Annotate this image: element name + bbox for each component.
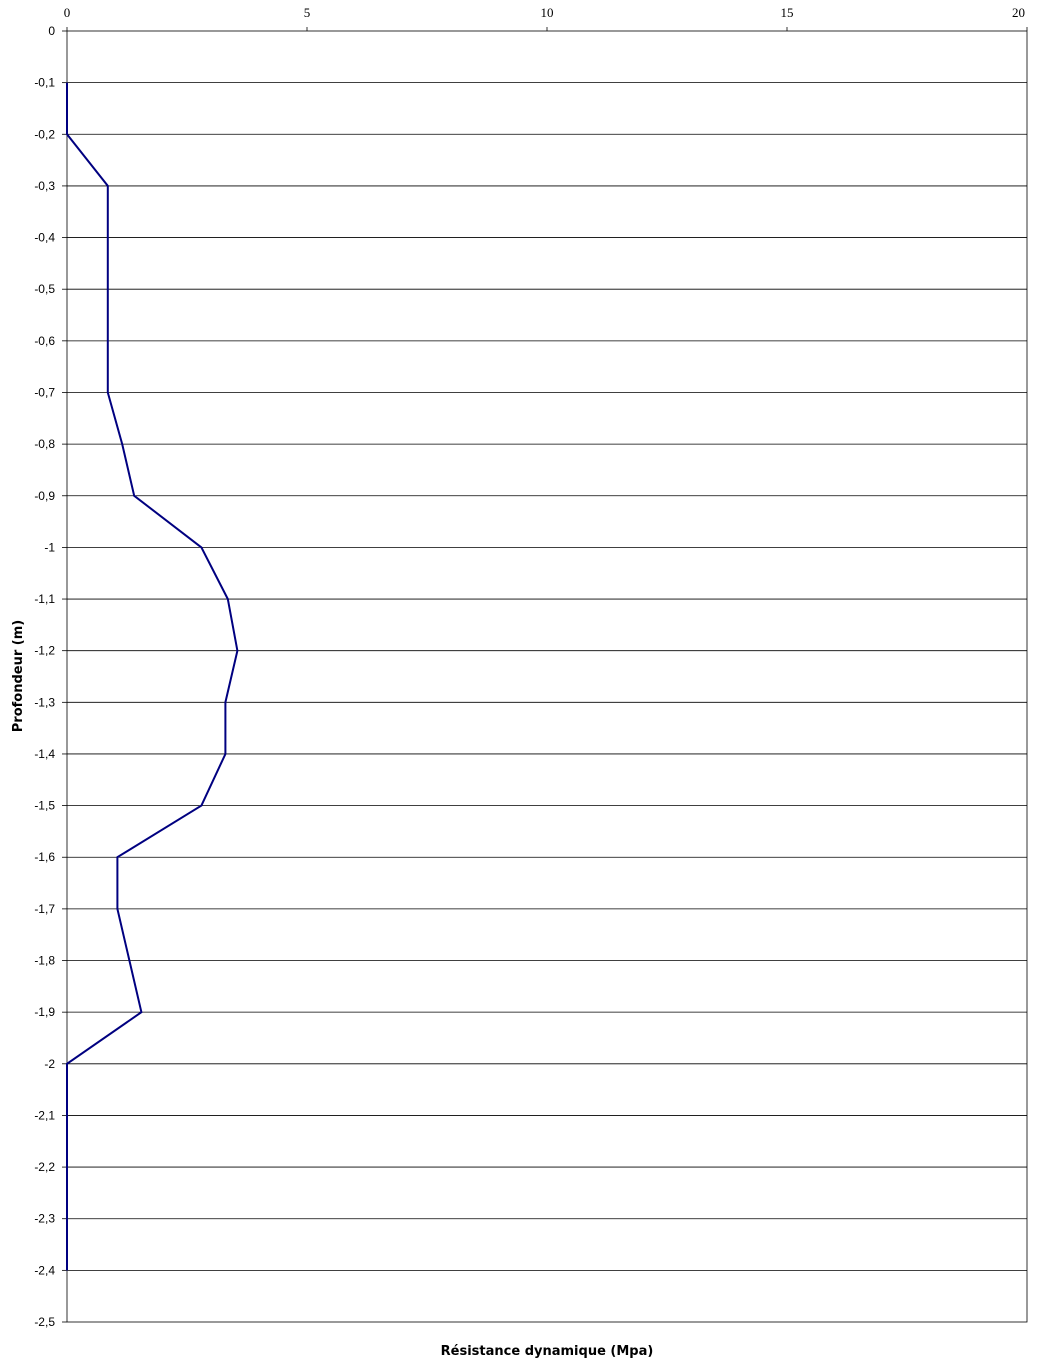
plot-area [66,30,1028,1323]
y-tick-label: -0,4 [34,231,55,245]
y-axis: 0 -0,1 -0,2 -0,3 -0,4 -0,5 -0,6 -0,7 -0,8 -0,9 -1 -… [34,24,67,1329]
y-tick-label: -1,6 [34,850,55,864]
y-tick-label: -1 [44,540,55,554]
series-line [66,82,239,1271]
y-tick-label: -2 [44,1057,55,1071]
x-tick-label: 5 [304,5,311,20]
x-tick-label: 0 [64,5,71,20]
y-tick-label: -1,7 [34,902,55,916]
x-tick-label: 10 [541,5,554,20]
y-tick-label: -1,5 [34,799,55,813]
x-tick-label: 15 [781,5,794,20]
y-tick-label: -0,6 [34,334,55,348]
y-tick-label: -2,4 [34,1263,55,1277]
y-tick-label: -2,1 [34,1108,55,1122]
y-tick-label: -0,1 [34,76,55,90]
y-tick-label: -2,5 [34,1315,55,1329]
y-tick-label: -0,5 [34,282,55,296]
y-tick-label: -0,9 [34,489,55,503]
y-tick-label: -2,2 [34,1160,55,1174]
series-layer [66,82,239,1271]
x-tick-label: 20 [1012,5,1025,20]
x-axis-title: Résistance dynamique (Mpa) [441,1344,654,1359]
y-tick-label: -0,2 [34,127,55,141]
x-axis: 0 5 10 15 20 [64,5,1028,31]
y-tick-label: -0,7 [34,385,55,399]
y-tick-label: -1,3 [34,695,55,709]
y-tick-label: -2,3 [34,1212,55,1226]
y-tick-label: -0,3 [34,179,55,193]
y-axis-title: Profondeur (m) [11,620,26,732]
y-tick-label: -1,2 [34,644,55,658]
y-tick-label: -1,9 [34,1005,55,1019]
y-tick-label: -1,4 [34,747,55,761]
y-tick-label: -1,8 [34,954,55,968]
y-tick-label: 0 [48,24,55,38]
gridlines [67,82,1027,1271]
y-tick-label: -1,1 [34,592,55,606]
y-tick-label: -0,8 [34,437,55,451]
